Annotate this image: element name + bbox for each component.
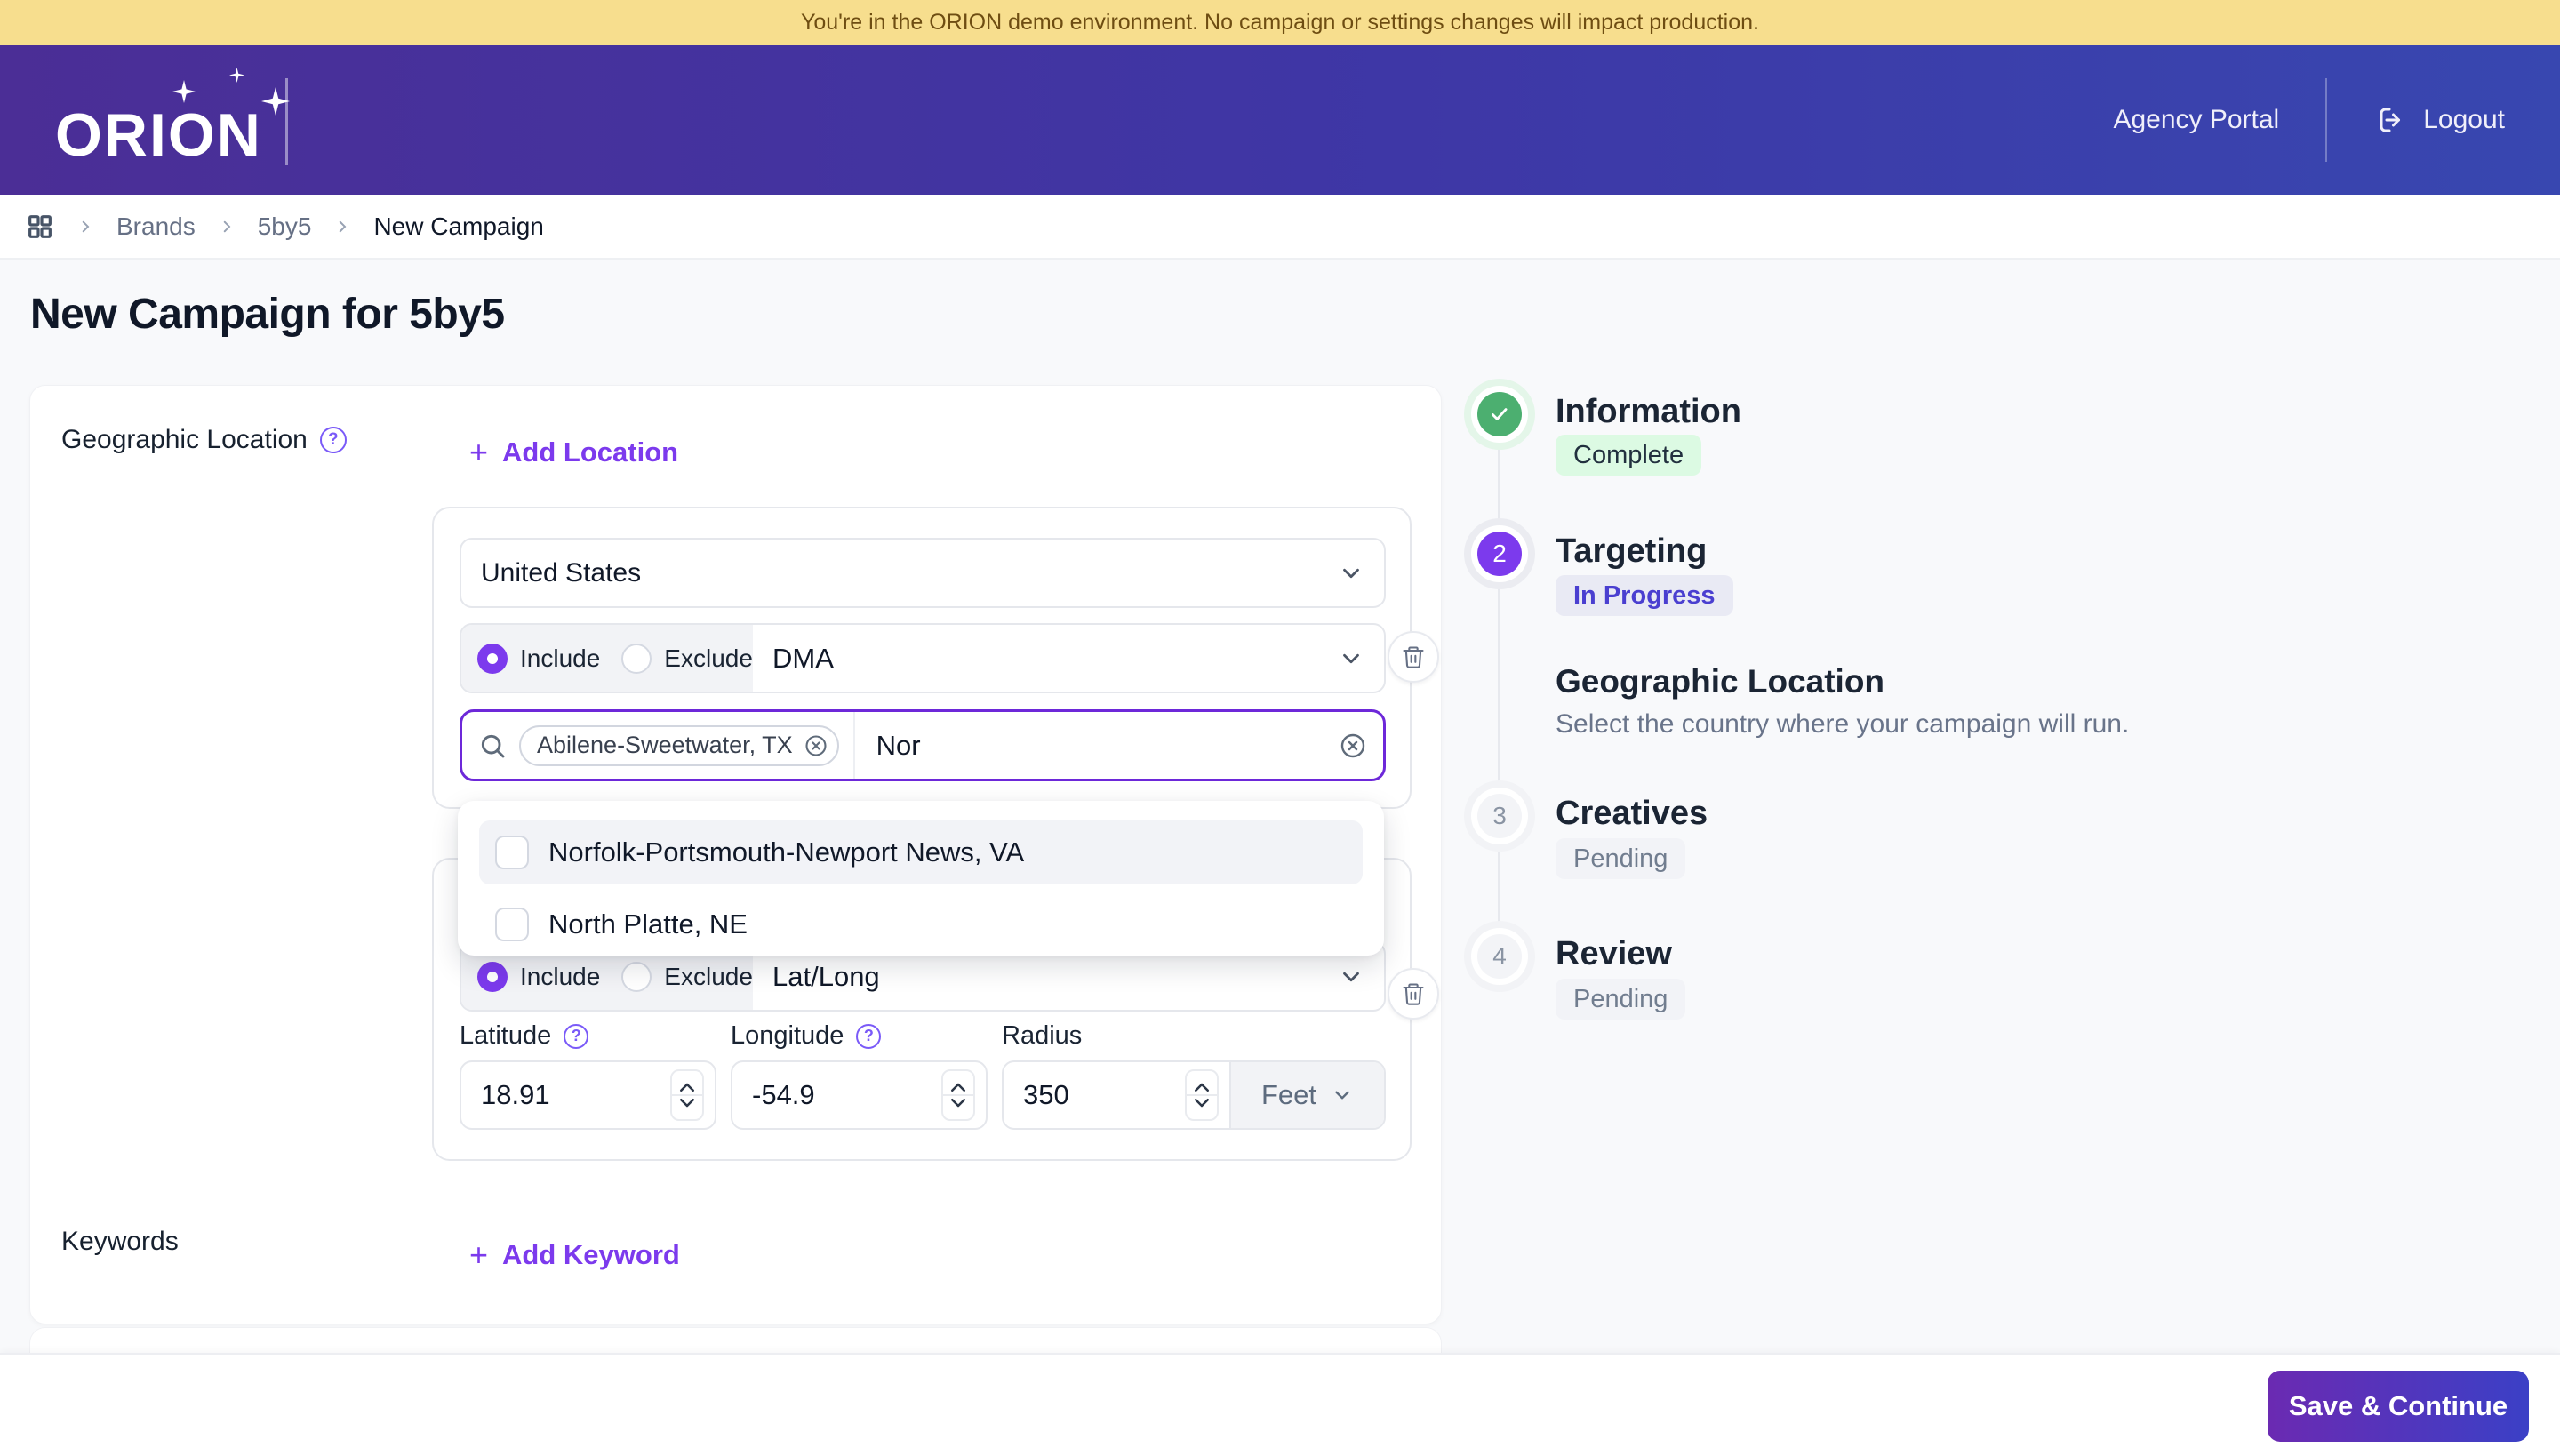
breadcrumb-brand-5by5[interactable]: 5by5 [257,212,312,240]
radius-label: Radius [1002,1021,1083,1050]
location-type-select[interactable]: Lat/Long [772,960,880,992]
help-icon[interactable]: ? [319,427,347,453]
step-4-status-badge: Pending [1556,979,1686,1020]
step-2-indicator: 2 [1477,532,1522,576]
action-footer: Save & Continue [0,1353,2560,1456]
substep-title: Geographic Location [1556,663,1885,700]
include-radio[interactable] [477,961,508,992]
breadcrumb: Brands 5by5 New Campaign [0,195,2560,260]
step-3-title: Creatives [1556,795,1708,832]
sparkle-icon [229,68,244,83]
step-3-status-badge: Pending [1556,838,1686,879]
delete-location-2-button[interactable] [1388,968,1439,1020]
orion-logo: ORION [55,68,290,169]
chevron-right-icon [334,219,350,235]
chevron-right-icon [219,219,235,235]
location-type-select[interactable]: DMA [772,642,834,674]
selected-dma-chip[interactable]: Abilene-Sweetwater, TX [519,724,839,766]
nav-divider [2325,78,2328,162]
country-select[interactable]: United States [460,538,1386,608]
latitude-stepper[interactable] [670,1069,704,1121]
sparkle-icon [172,80,196,103]
targeting-form-card: Geographic Location ? + Add Location Uni… [29,385,1442,1324]
check-icon [1488,403,1511,426]
radius-input-group: Feet [1002,1060,1386,1130]
breadcrumb-new-campaign: New Campaign [373,212,544,240]
chevron-down-icon [1338,560,1364,587]
step-1-indicator-complete [1477,392,1522,436]
clear-search-icon[interactable] [1339,732,1367,760]
dma-query-text[interactable] [876,729,1339,762]
longitude-label: Longitude ? [731,1021,882,1051]
suggestion-option[interactable]: Norfolk-Portsmouth-Newport News, VA [479,820,1363,884]
step-2-title: Targeting [1556,532,1708,570]
latitude-label: Latitude ? [460,1021,589,1051]
search-icon [478,732,507,760]
longitude-value[interactable] [752,1079,934,1111]
input-divider [852,712,855,779]
radius-stepper[interactable] [1185,1069,1219,1121]
logout-label: Logout [2423,105,2505,134]
geographic-location-label: Geographic Location ? [61,425,347,455]
demo-environment-banner: You're in the ORION demo environment. No… [0,0,2560,45]
step-3-indicator: 3 [1477,794,1522,838]
dma-suggestions-dropdown: Norfolk-Portsmouth-Newport News, VA Nort… [458,801,1384,956]
remove-chip-icon[interactable] [804,733,828,758]
plus-icon: + [469,1236,489,1273]
radius-value[interactable] [1023,1079,1178,1111]
plus-icon: + [469,434,489,470]
suggestion-checkbox[interactable] [495,836,529,869]
suggestion-checkbox[interactable] [495,908,529,941]
step-2-status-badge: In Progress [1556,575,1733,616]
suggestion-option[interactable]: North Platte, NE [479,895,1363,954]
logo-text: ORION [55,101,262,169]
substep-description: Select the country where your campaign w… [1556,709,2130,739]
include-exclude-toggle: Include Exclude [461,625,753,692]
help-icon[interactable]: ? [564,1023,589,1049]
latitude-value[interactable] [481,1079,663,1111]
location-block-1: United States Include Exclude DMA Abilen… [432,507,1412,809]
logout-icon [2373,104,2405,136]
stepper-connector-line [1498,414,1500,958]
breadcrumb-brands[interactable]: Brands [116,212,196,240]
app-header: ORION Agency Portal Logout [0,45,2560,195]
chevron-down-icon [1338,645,1364,672]
chevron-down-icon [1338,964,1364,990]
step-1-status-badge: Complete [1556,435,1702,476]
chevron-down-icon [1331,1084,1354,1107]
radius-input[interactable] [1004,1062,1229,1128]
chevron-right-icon [77,219,93,235]
step-1-title: Information [1556,393,1741,430]
radius-unit-select[interactable]: Feet [1229,1062,1384,1128]
agency-portal-link[interactable]: Agency Portal [2113,105,2280,134]
include-radio[interactable] [477,643,508,674]
latitude-input[interactable] [460,1060,716,1130]
logout-button[interactable]: Logout [2373,104,2505,136]
logo-divider [284,78,288,165]
page-title: New Campaign for 5by5 [30,291,505,338]
exclude-radio[interactable] [621,643,652,674]
longitude-stepper[interactable] [941,1069,975,1121]
save-and-continue-button[interactable]: Save & Continue [2268,1371,2529,1442]
location-type-row: Include Exclude DMA [460,623,1386,693]
keywords-label: Keywords [61,1227,179,1256]
exclude-radio[interactable] [621,961,652,992]
step-4-indicator: 4 [1477,934,1522,979]
dashboard-grid-icon[interactable] [26,212,54,241]
add-location-button[interactable]: + Add Location [469,434,679,470]
sparkle-icon [261,87,290,116]
add-keyword-button[interactable]: + Add Keyword [469,1236,680,1273]
demo-banner-text: You're in the ORION demo environment. No… [800,10,1759,35]
dma-search-input[interactable]: Abilene-Sweetwater, TX [460,709,1386,781]
delete-location-1-button[interactable] [1388,631,1439,683]
step-4-title: Review [1556,935,1672,972]
longitude-input[interactable] [731,1060,988,1130]
help-icon[interactable]: ? [856,1023,882,1049]
